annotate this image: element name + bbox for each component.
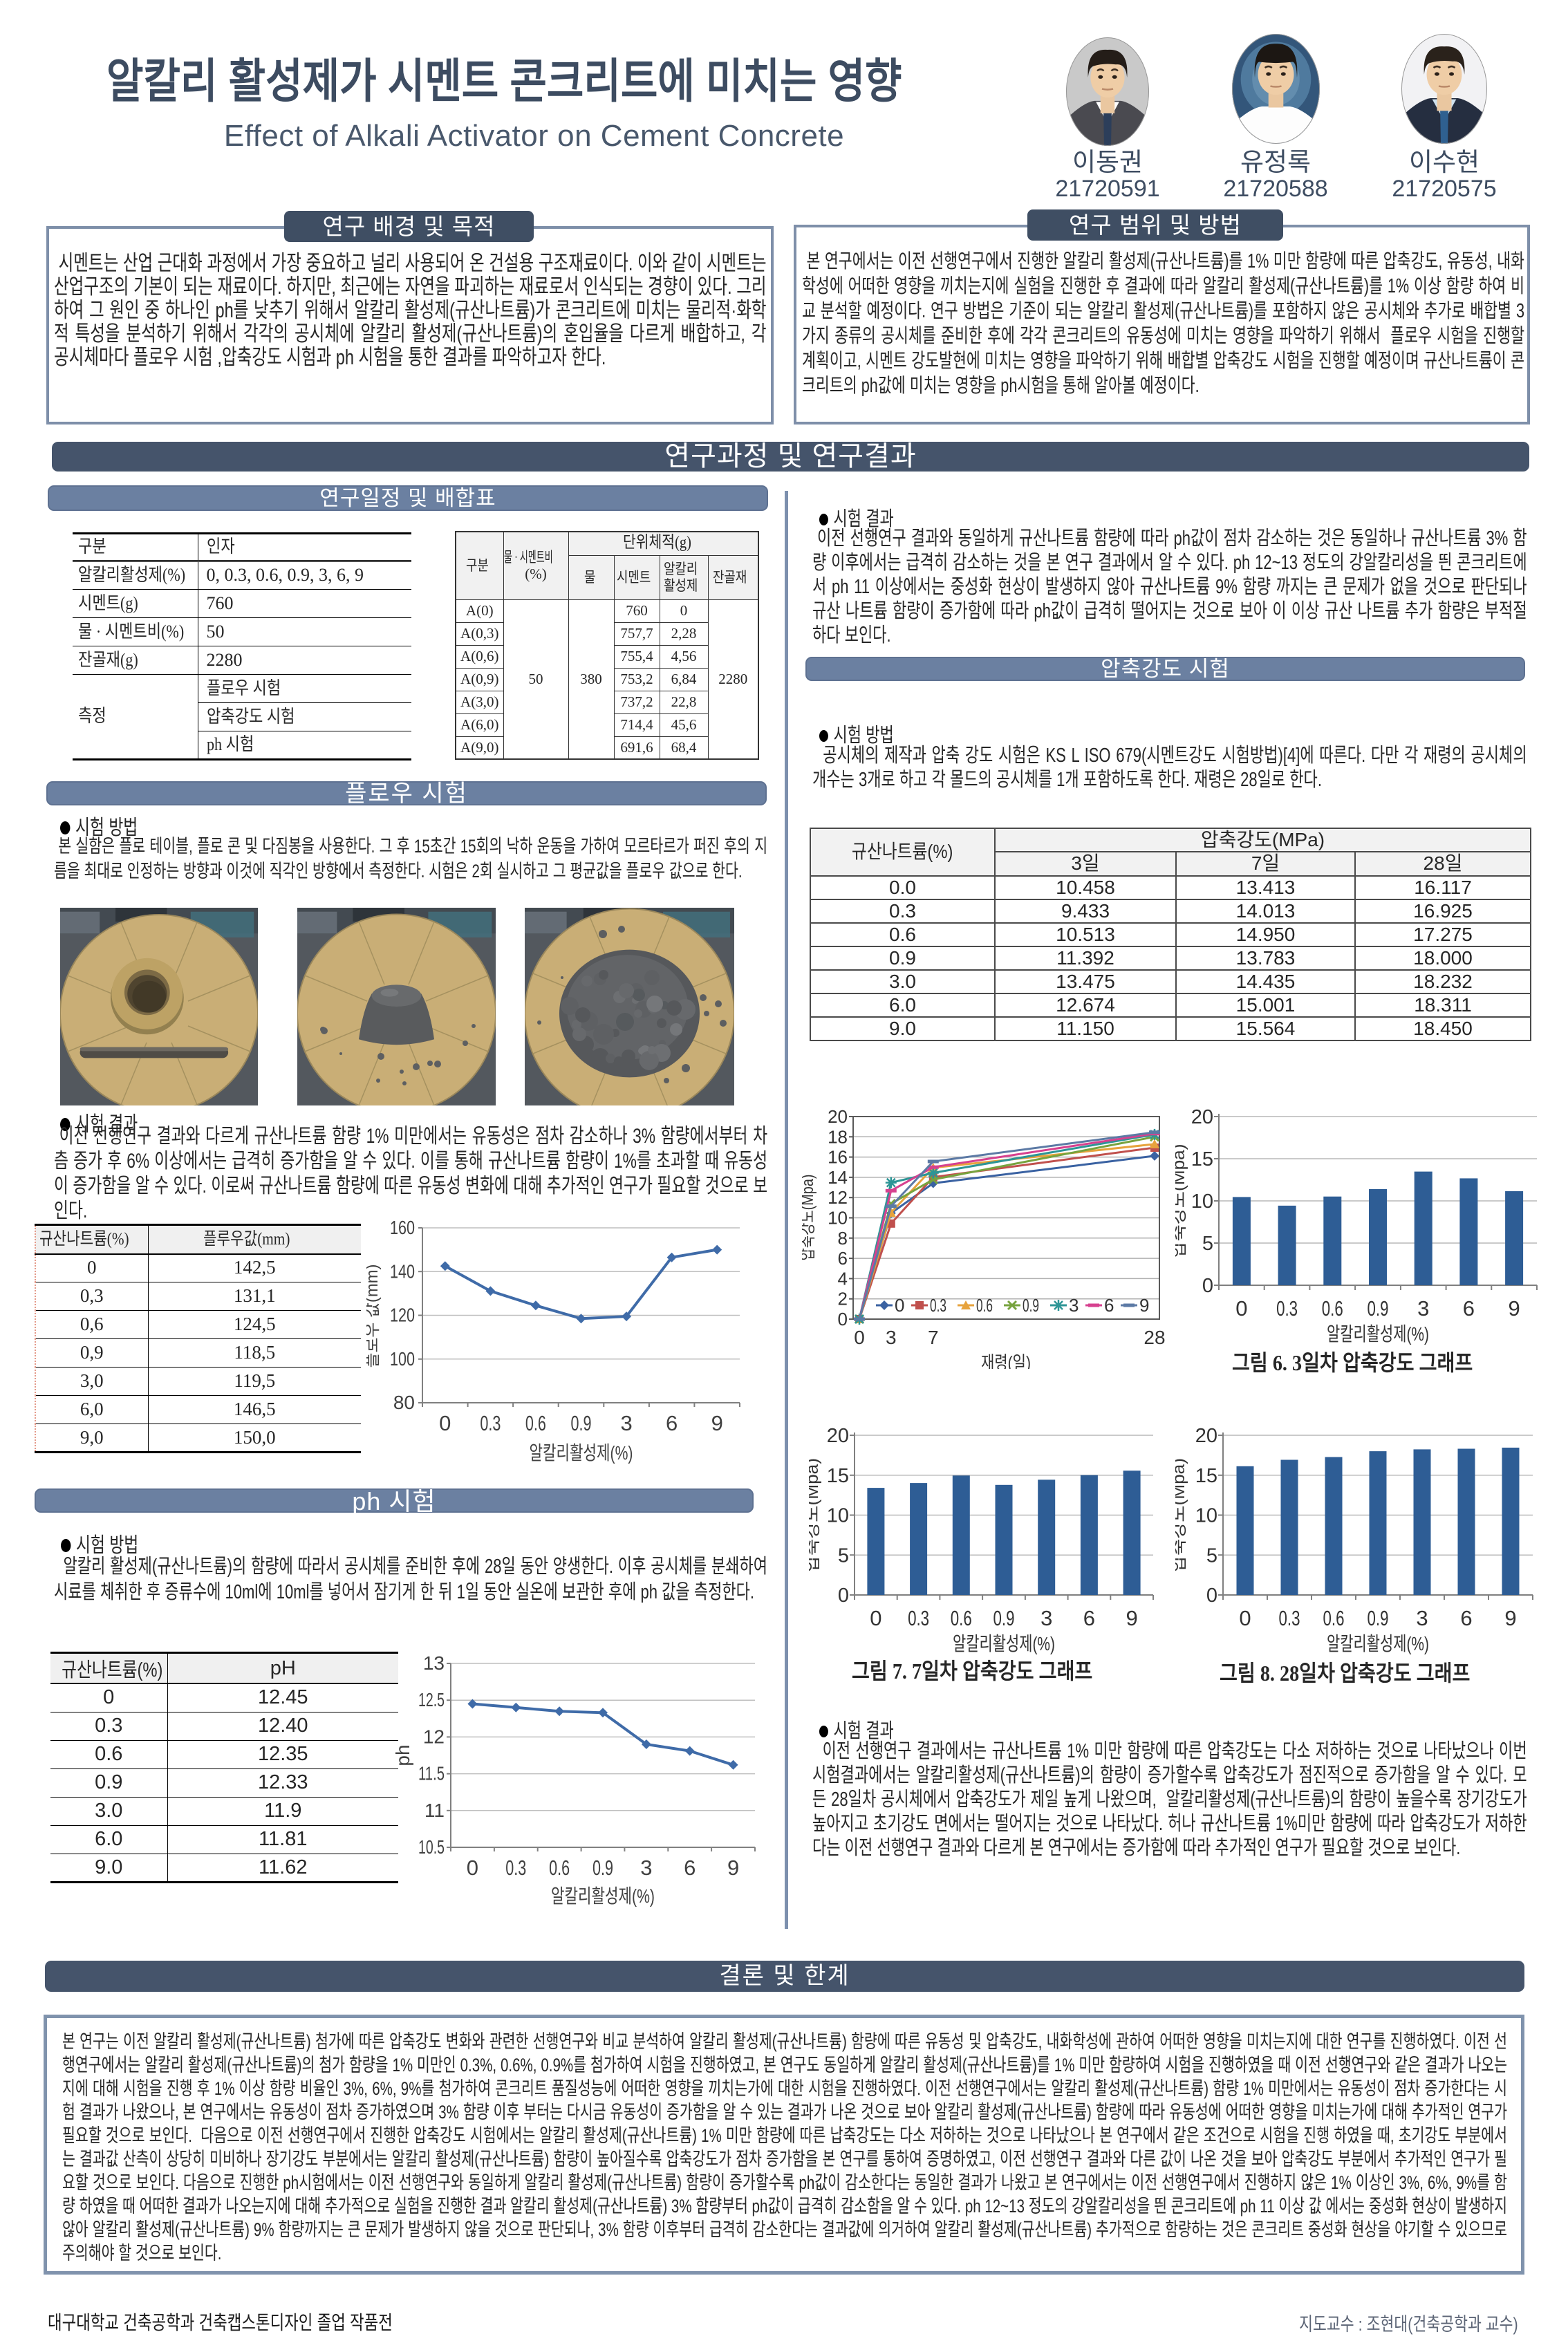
svg-text:11: 11 xyxy=(424,1800,445,1821)
svg-text:160: 160 xyxy=(390,1217,415,1238)
svg-text:3: 3 xyxy=(886,1327,897,1348)
svg-text:6: 6 xyxy=(1083,1606,1095,1630)
svg-text:9: 9 xyxy=(1504,1606,1516,1630)
svg-text:0.6: 0.6 xyxy=(549,1856,570,1880)
svg-text:0: 0 xyxy=(1239,1606,1251,1630)
svg-text:9: 9 xyxy=(727,1856,739,1880)
svg-text:0.3: 0.3 xyxy=(908,1606,929,1630)
svg-text:알칼리활성제(%): 알칼리활성제(%) xyxy=(530,1442,633,1464)
svg-text:15: 15 xyxy=(1191,1148,1213,1170)
svg-text:15: 15 xyxy=(1195,1465,1217,1487)
svg-text:0: 0 xyxy=(870,1606,881,1630)
svg-text:120: 120 xyxy=(390,1305,415,1326)
svg-text:0.9: 0.9 xyxy=(993,1606,1015,1630)
svg-text:0.9: 0.9 xyxy=(571,1411,592,1435)
svg-text:20: 20 xyxy=(827,1425,849,1447)
svg-text:10: 10 xyxy=(1195,1505,1217,1527)
svg-text:140: 140 xyxy=(390,1260,415,1282)
svg-text:4: 4 xyxy=(838,1268,848,1289)
svg-text:3: 3 xyxy=(1040,1606,1052,1630)
svg-text:0: 0 xyxy=(895,1295,904,1316)
svg-text:18: 18 xyxy=(828,1126,848,1147)
svg-text:6: 6 xyxy=(666,1411,678,1435)
svg-text:0.3: 0.3 xyxy=(505,1856,526,1880)
svg-text:9: 9 xyxy=(1126,1606,1138,1630)
svg-text:3: 3 xyxy=(1417,1296,1429,1320)
svg-text:9: 9 xyxy=(1139,1295,1149,1316)
svg-text:5: 5 xyxy=(1202,1233,1213,1255)
svg-text:8: 8 xyxy=(838,1228,848,1249)
svg-text:80: 80 xyxy=(393,1392,415,1413)
svg-text:압축강도(Mpa): 압축강도(Mpa) xyxy=(802,1175,817,1261)
svg-text:재령(일): 재령(일) xyxy=(981,1352,1031,1369)
svg-text:20: 20 xyxy=(1191,1106,1213,1128)
svg-text:ph: ph xyxy=(392,1744,413,1766)
svg-text:0.9: 0.9 xyxy=(1023,1295,1039,1316)
svg-text:0: 0 xyxy=(1235,1296,1247,1320)
svg-text:6: 6 xyxy=(1104,1295,1114,1316)
svg-text:0: 0 xyxy=(854,1327,865,1348)
svg-text:28: 28 xyxy=(1144,1327,1165,1348)
svg-text:0.3: 0.3 xyxy=(1276,1296,1298,1320)
svg-text:3: 3 xyxy=(620,1411,632,1435)
svg-text:12.5: 12.5 xyxy=(418,1689,445,1710)
svg-text:13: 13 xyxy=(423,1652,445,1674)
svg-text:0.9: 0.9 xyxy=(592,1856,613,1880)
svg-text:7: 7 xyxy=(928,1327,939,1348)
svg-text:3: 3 xyxy=(1069,1295,1079,1316)
svg-text:알칼리활성제(%): 알칼리활성제(%) xyxy=(551,1885,655,1907)
svg-text:0: 0 xyxy=(1202,1275,1213,1297)
svg-text:압축강도(Mpa): 압축강도(Mpa) xyxy=(1175,1458,1188,1572)
svg-text:압축강도(Mpa): 압축강도(Mpa) xyxy=(809,1458,822,1572)
svg-text:9: 9 xyxy=(1509,1296,1520,1320)
svg-text:알칼리활성제(%): 알칼리활성제(%) xyxy=(1327,1323,1429,1345)
svg-text:16: 16 xyxy=(828,1147,848,1168)
svg-text:0.6: 0.6 xyxy=(1322,1296,1343,1320)
svg-text:5: 5 xyxy=(1206,1544,1217,1567)
svg-text:압축강도(Mpa): 압축강도(Mpa) xyxy=(1175,1144,1188,1258)
svg-text:15: 15 xyxy=(827,1465,849,1487)
svg-text:0.6: 0.6 xyxy=(525,1411,546,1435)
svg-text:0.3: 0.3 xyxy=(1279,1606,1300,1630)
svg-text:10: 10 xyxy=(827,1505,849,1527)
svg-text:100: 100 xyxy=(390,1348,415,1370)
svg-text:6: 6 xyxy=(1463,1296,1475,1320)
svg-text:0.9: 0.9 xyxy=(1368,1606,1389,1630)
svg-text:6: 6 xyxy=(838,1248,848,1269)
svg-text:0.6: 0.6 xyxy=(976,1295,993,1316)
svg-text:20: 20 xyxy=(1195,1425,1217,1447)
svg-text:12: 12 xyxy=(423,1726,445,1747)
svg-text:9: 9 xyxy=(711,1411,723,1435)
svg-text:10: 10 xyxy=(1191,1191,1213,1213)
svg-text:알칼리활성제(%): 알칼리활성제(%) xyxy=(1327,1633,1429,1654)
svg-text:10.5: 10.5 xyxy=(418,1836,445,1858)
svg-text:3: 3 xyxy=(640,1856,652,1880)
svg-text:0.3: 0.3 xyxy=(930,1295,946,1316)
svg-text:3: 3 xyxy=(1416,1606,1428,1630)
svg-text:0: 0 xyxy=(467,1856,478,1880)
svg-text:플로우 값(mm): 플로우 값(mm) xyxy=(366,1264,382,1368)
svg-text:0.3: 0.3 xyxy=(480,1411,501,1435)
svg-text:0.6: 0.6 xyxy=(951,1606,972,1630)
svg-text:0: 0 xyxy=(1206,1585,1217,1607)
svg-text:0: 0 xyxy=(838,1585,849,1607)
svg-text:12: 12 xyxy=(828,1187,848,1208)
svg-text:0: 0 xyxy=(838,1309,848,1329)
svg-text:6: 6 xyxy=(1460,1606,1472,1630)
svg-text:알칼리활성제(%): 알칼리활성제(%) xyxy=(953,1633,1055,1654)
svg-text:20: 20 xyxy=(828,1106,848,1127)
svg-text:10: 10 xyxy=(828,1208,848,1229)
svg-text:0.9: 0.9 xyxy=(1368,1296,1389,1320)
svg-text:5: 5 xyxy=(838,1544,849,1567)
svg-text:14: 14 xyxy=(828,1167,848,1188)
svg-text:0: 0 xyxy=(439,1411,451,1435)
svg-text:11.5: 11.5 xyxy=(418,1763,445,1784)
svg-text:2: 2 xyxy=(838,1289,848,1309)
svg-text:0.6: 0.6 xyxy=(1323,1606,1345,1630)
svg-text:6: 6 xyxy=(684,1856,696,1880)
